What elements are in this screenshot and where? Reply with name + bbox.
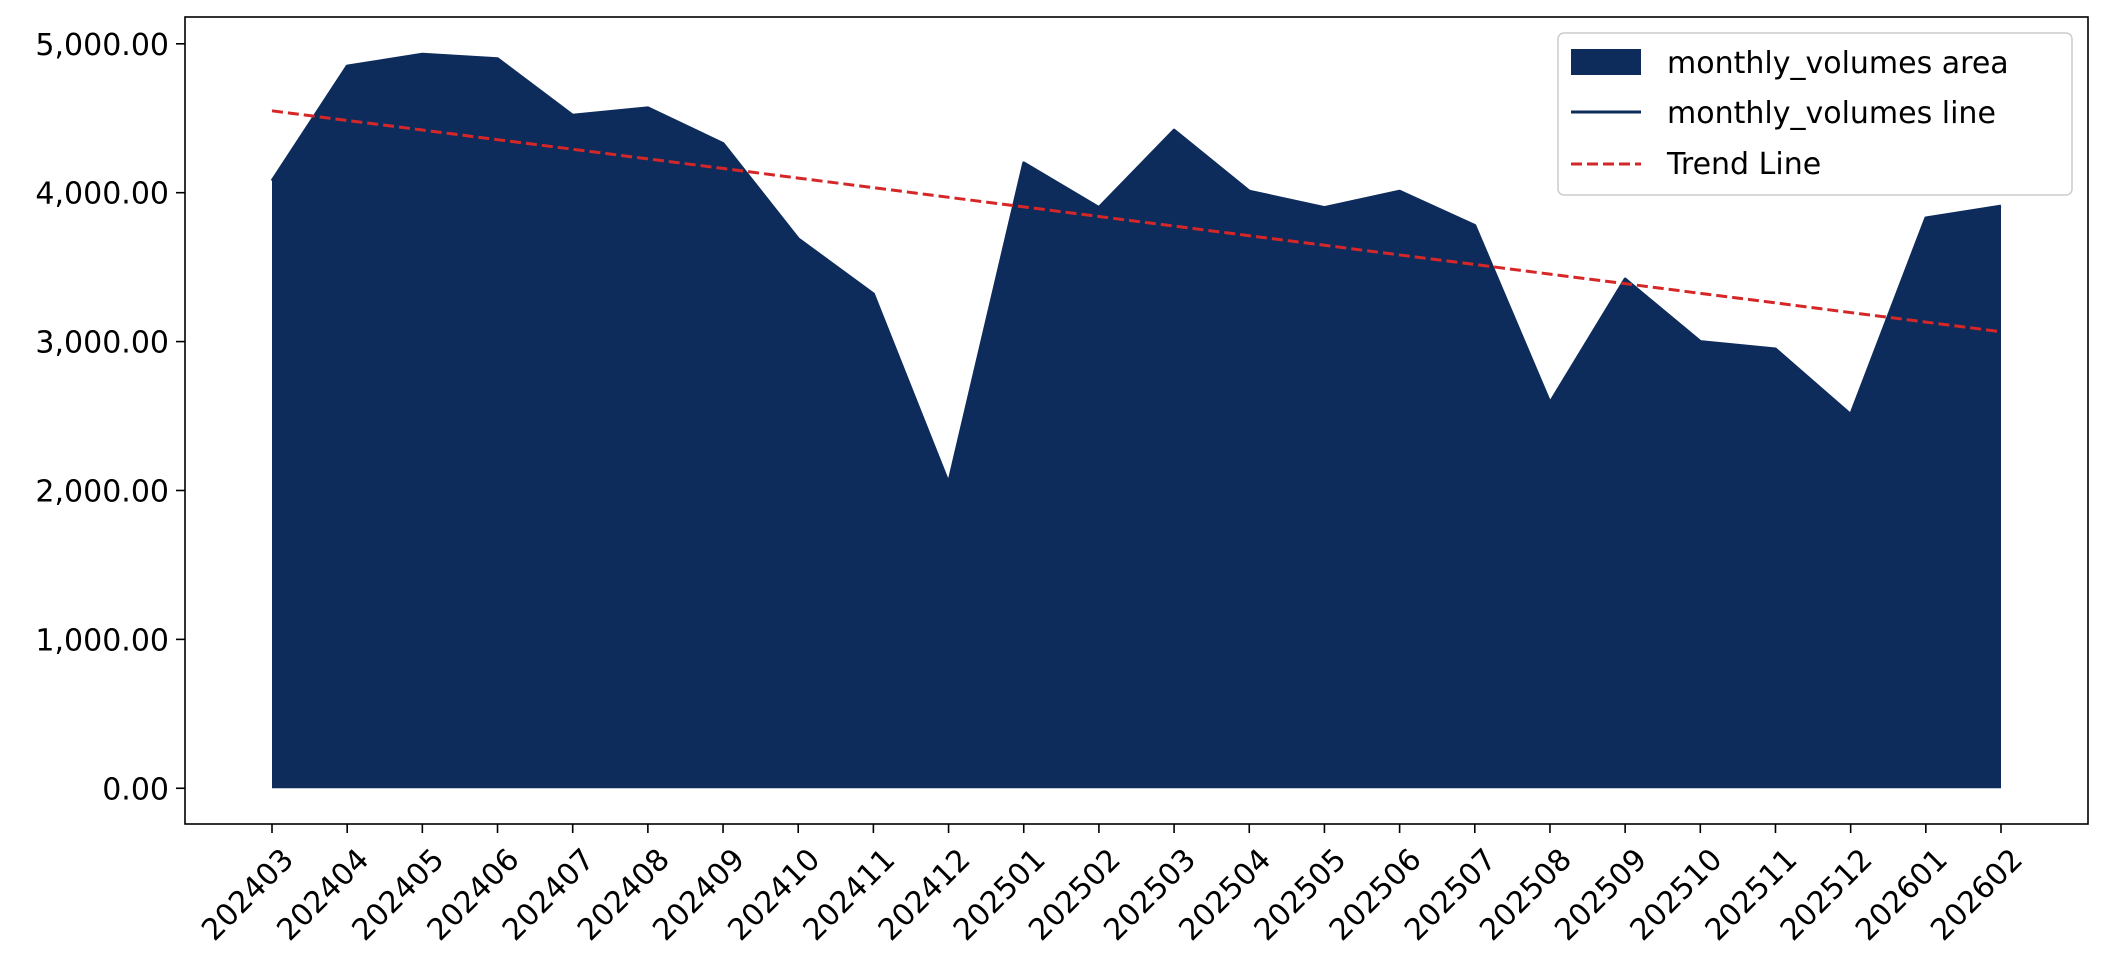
trend-line	[271, 109, 2002, 334]
x-axis: 2024032024042024052024062024072024082024…	[195, 824, 2030, 948]
y-axis: 0.00 1,000.00 2,000.00 3,000.00 4,000.00 5,00…	[35, 28, 185, 807]
y-tick-label: 4,000.00	[35, 177, 169, 212]
y-tick-label: 1,000.00	[35, 623, 169, 658]
line-monthly-volumes	[270, 52, 2002, 485]
y-tick-label: 5,000.00	[35, 28, 169, 63]
legend-label-line: monthly_volumes line	[1667, 96, 1996, 131]
y-tick-label: 2,000.00	[35, 474, 169, 509]
plot-frame	[184, 16, 2089, 825]
y-tick-label: 3,000.00	[35, 326, 169, 361]
area-layer	[272, 54, 2001, 789]
legend-box	[1557, 32, 2073, 196]
legend-label-trend: Trend Line	[1666, 147, 1821, 182]
line-layer	[270, 52, 2002, 485]
y-tick-label: 0.00	[102, 772, 169, 807]
trend-layer	[271, 109, 2002, 334]
area-fill-monthly-volumes	[272, 54, 2001, 789]
legend: monthly_volumes area monthly_volumes lin…	[1557, 32, 2073, 196]
legend-swatch-area	[1571, 49, 1641, 75]
legend-label-area: monthly_volumes area	[1667, 46, 2009, 81]
